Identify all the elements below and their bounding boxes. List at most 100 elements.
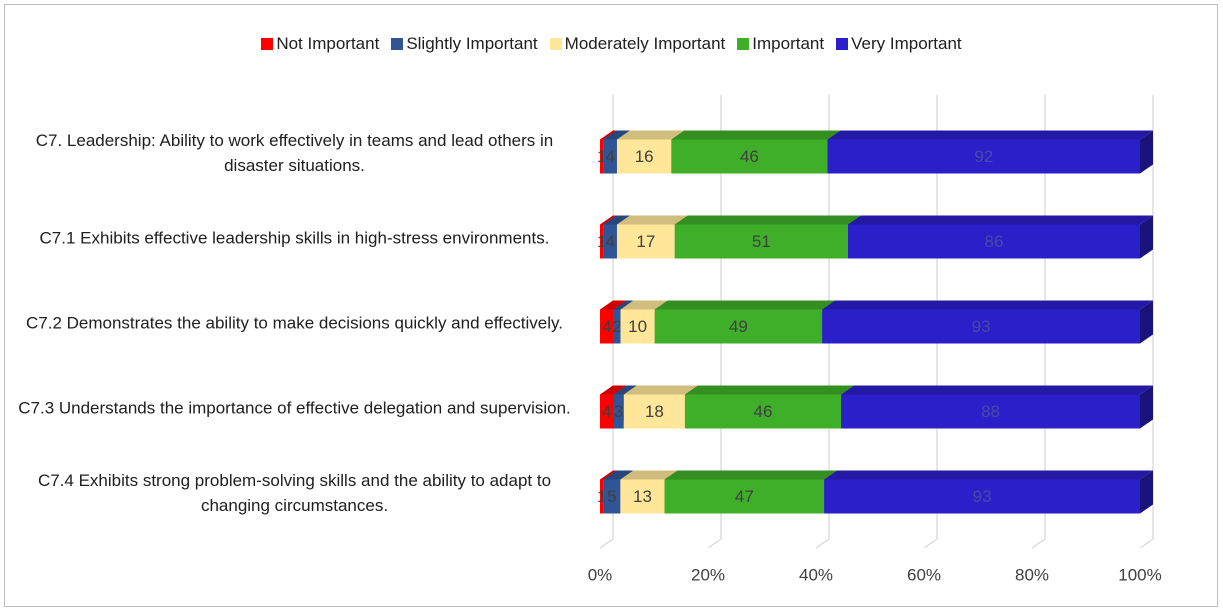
- bar-top: [684, 385, 855, 395]
- legend-label: Important: [752, 34, 825, 53]
- legend-swatch: [391, 38, 404, 50]
- data-label: 46: [754, 402, 773, 421]
- legend: Not Important Slightly Important Moderatel…: [0, 34, 1223, 54]
- bar-front: [824, 479, 1140, 514]
- bar-top: [671, 130, 841, 140]
- bar-front: [664, 479, 825, 514]
- legend-swatch: [261, 38, 274, 50]
- bar-front: [684, 394, 842, 429]
- bar-top: [623, 385, 698, 395]
- bar-segment: [827, 130, 1153, 174]
- category-label: C7.4 Exhibits strong problem-solving ski…: [37, 470, 552, 515]
- legend-label: Moderately Important: [564, 34, 726, 53]
- bar-side: [1140, 130, 1153, 174]
- bar-top: [620, 470, 678, 480]
- bar-top: [616, 130, 685, 140]
- data-label: 16: [635, 147, 654, 166]
- bar-top: [841, 385, 1153, 395]
- bar-front: [603, 139, 617, 174]
- data-label: 4: [602, 402, 611, 421]
- bar-front: [600, 224, 604, 259]
- category-label: C7.1 Exhibits effective leadership skill…: [39, 228, 550, 247]
- category-label: C7.3 Understands the importance of effec…: [18, 398, 571, 417]
- data-label: 1: [597, 147, 606, 166]
- x-tick-label: 80%: [1015, 565, 1049, 584]
- bar-top: [603, 470, 634, 480]
- bar-front: [616, 224, 675, 259]
- bar-top: [600, 385, 627, 395]
- bar-side: [1140, 470, 1153, 514]
- bar-front: [623, 394, 685, 429]
- category-label: C7.2 Demonstrates the ability to make de…: [25, 313, 564, 332]
- legend-label: Very Important: [851, 34, 962, 53]
- data-label: 88: [981, 402, 1000, 421]
- data-label: 4: [602, 317, 611, 336]
- x-tick-label: 20%: [691, 565, 725, 584]
- bar-side: [1140, 215, 1153, 259]
- bar-top: [616, 215, 688, 225]
- bar-top: [664, 470, 838, 480]
- bar-front: [674, 224, 848, 259]
- x-tick-label: 60%: [907, 565, 941, 584]
- legend-swatch: [549, 38, 562, 50]
- legend-label: Slightly Important: [406, 34, 538, 53]
- legend-swatch: [737, 38, 750, 50]
- data-label: 86: [985, 232, 1004, 251]
- bar-top: [824, 470, 1153, 480]
- bar-top: [827, 130, 1153, 140]
- bar-top: [600, 470, 617, 480]
- x-tick-label: 100%: [1118, 565, 1161, 584]
- data-label: 93: [973, 487, 992, 506]
- data-label: 18: [645, 402, 664, 421]
- bar-top: [613, 385, 637, 395]
- data-label: 10: [628, 317, 647, 336]
- legend-swatch: [836, 38, 849, 50]
- legend-item: Moderately Important: [549, 34, 726, 54]
- data-label: 49: [729, 317, 748, 336]
- bar-front: [827, 139, 1140, 174]
- data-label: 17: [636, 232, 655, 251]
- data-label: 2: [612, 317, 621, 336]
- bar-front: [616, 139, 672, 174]
- bar-front: [603, 479, 621, 514]
- bar-top: [822, 300, 1153, 310]
- bar-front: [654, 309, 823, 344]
- legend-item: Very Important: [836, 34, 962, 54]
- bar-top: [674, 215, 861, 225]
- bar-front: [620, 309, 655, 344]
- legend-label: Not Important: [276, 34, 380, 53]
- legend-item: Important: [737, 34, 824, 54]
- data-label: 13: [633, 487, 652, 506]
- bar-segment: [847, 215, 1153, 259]
- bar-top: [600, 130, 617, 140]
- data-label: 1: [597, 232, 606, 251]
- legend-item: Slightly Important: [391, 34, 538, 54]
- data-label: 92: [974, 147, 993, 166]
- bar-front: [847, 224, 1140, 259]
- bar-front: [841, 394, 1140, 429]
- bar-front: [603, 224, 617, 259]
- bar-front: [613, 309, 621, 344]
- frame: [4, 4, 1218, 607]
- x-tick-label: 40%: [799, 565, 833, 584]
- x-tick-label: 0%: [588, 565, 613, 584]
- bar-side: [1140, 385, 1153, 429]
- bar-front: [600, 394, 614, 429]
- bar-top: [603, 130, 630, 140]
- bar-front: [600, 309, 614, 344]
- bar-front: [671, 139, 828, 174]
- bar-segment: [822, 300, 1153, 344]
- bar-top: [603, 215, 630, 225]
- bar-front: [600, 139, 604, 174]
- data-label: 51: [752, 232, 771, 251]
- bar-top: [600, 215, 617, 225]
- data-label: 93: [972, 317, 991, 336]
- data-label: 4: [605, 232, 614, 251]
- bar-top: [600, 300, 627, 310]
- data-label: 5: [607, 487, 616, 506]
- data-label: 1: [597, 487, 606, 506]
- bar-front: [822, 309, 1140, 344]
- bar-segment: [824, 470, 1153, 514]
